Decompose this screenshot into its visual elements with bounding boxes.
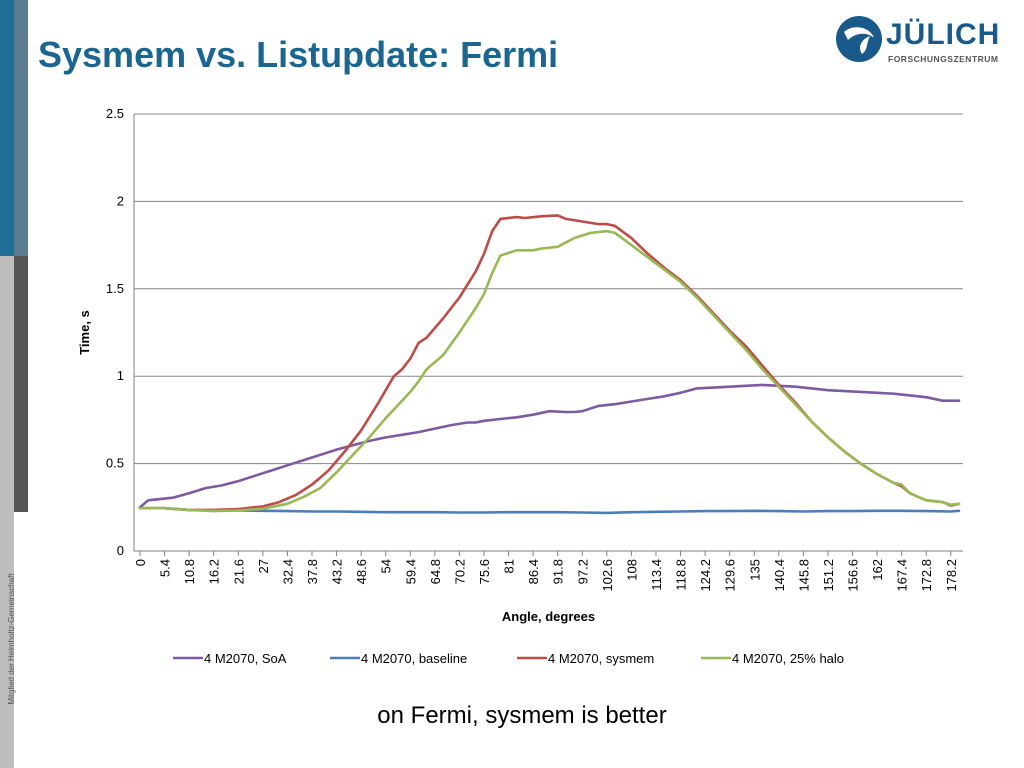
series-line-2 <box>138 506 961 515</box>
x-tick-label: 32.4 <box>280 559 295 584</box>
stripe-white <box>14 512 28 768</box>
y-tick-label: 1 <box>117 368 124 383</box>
x-tick-label: 75.6 <box>477 559 492 584</box>
x-tick-label: 43.2 <box>330 559 345 584</box>
stripe-light-grey <box>0 256 14 512</box>
y-tick-label: 2.5 <box>106 106 124 121</box>
x-tick-label: 113.4 <box>649 559 664 591</box>
x-tick-label: 59.4 <box>403 559 418 584</box>
x-tick-label: 108 <box>624 559 639 581</box>
x-tick-label: 156.6 <box>846 559 861 592</box>
series-line-1 <box>138 383 961 509</box>
juelich-logo: JÜLICH FORSCHUNGSZENTRUM <box>834 14 1004 74</box>
x-tick-label: 64.8 <box>428 559 443 584</box>
y-tick-label: 1.5 <box>106 281 124 296</box>
legend-item-3: 4 M2070, sysmem <box>517 651 654 666</box>
legend-label: 4 M2070, 25% halo <box>732 651 844 666</box>
x-tick-label: 151.2 <box>821 559 836 592</box>
x-tick-label: 91.8 <box>551 559 566 584</box>
legend-label: 4 M2070, SoA <box>204 651 287 666</box>
x-tick-label: 167.4 <box>895 559 910 592</box>
juelich-logo-icon <box>836 16 882 62</box>
legend-label: 4 M2070, sysmem <box>548 651 654 666</box>
x-tick-label: 140.4 <box>772 559 787 592</box>
x-tick-label: 178.2 <box>944 559 959 592</box>
y-tick-label: 0 <box>117 543 124 558</box>
legend-label: 4 M2070, baseline <box>361 651 467 666</box>
logo-wordmark: JÜLICH <box>886 18 1001 51</box>
x-tick-label: 97.2 <box>575 559 590 584</box>
x-tick-label: 48.6 <box>354 559 369 584</box>
x-tick-label: 21.6 <box>231 559 246 584</box>
x-tick-label: 37.8 <box>305 559 320 584</box>
x-tick-label: 118.8 <box>674 559 689 591</box>
x-tick-label: 16.2 <box>207 559 222 584</box>
x-tick-label: 5.4 <box>158 559 173 577</box>
x-tick-label: 135 <box>747 559 762 581</box>
x-tick-label: 124.2 <box>698 559 713 592</box>
stripe-dark-grey <box>14 256 28 512</box>
series-line-3 <box>138 214 961 512</box>
x-tick-label: 27 <box>256 559 271 573</box>
stripe-light-grey-bottom <box>0 512 14 768</box>
series-line-4 <box>138 229 961 513</box>
y-axis-title: Time, s <box>77 310 92 355</box>
y-tick-label: 2 <box>117 193 124 208</box>
slide-caption: on Fermi, sysmem is better <box>377 702 667 729</box>
x-tick-label: 81 <box>502 559 517 573</box>
sidebar-stripes <box>0 0 28 768</box>
legend-item-1: 4 M2070, SoA <box>173 651 287 666</box>
x-tick-label: 129.6 <box>723 559 738 592</box>
y-tick-label: 0.5 <box>106 456 124 471</box>
x-tick-label: 162 <box>870 559 885 581</box>
x-tick-label: 10.8 <box>182 559 197 584</box>
x-tick-label: 86.4 <box>526 559 541 584</box>
stripe-blue <box>0 0 14 256</box>
slide-title: Sysmem vs. Listupdate: Fermi <box>38 34 559 75</box>
legend-item-4: 4 M2070, 25% halo <box>701 651 844 666</box>
x-axis-title: Angle, degrees <box>502 609 595 624</box>
logo-subtitle: FORSCHUNGSZENTRUM <box>888 54 999 64</box>
x-tick-label: 54 <box>379 559 394 573</box>
x-tick-label: 172.8 <box>919 559 934 592</box>
x-tick-label: 145.8 <box>796 559 811 592</box>
legend-item-2: 4 M2070, baseline <box>330 651 467 666</box>
x-tick-label: 0 <box>133 559 148 566</box>
x-tick-label: 102.6 <box>600 559 615 592</box>
x-tick-label: 70.2 <box>452 559 467 584</box>
stripe-dark-blue <box>14 0 28 256</box>
